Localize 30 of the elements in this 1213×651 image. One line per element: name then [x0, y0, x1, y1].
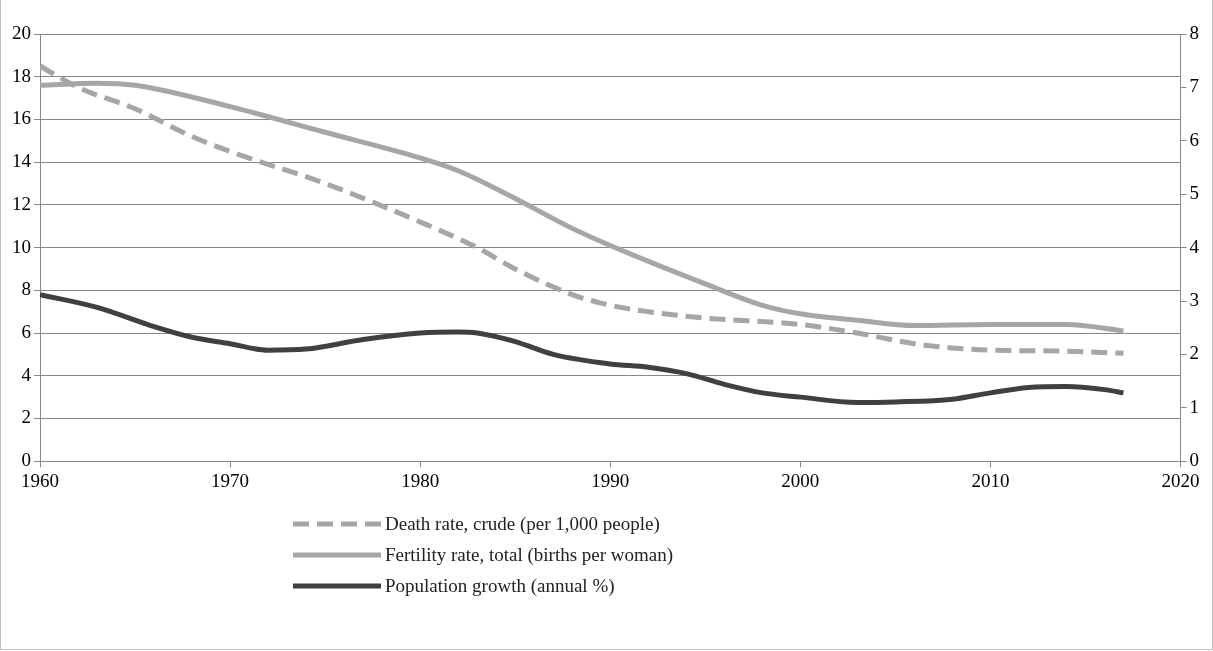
y-tick-label: 4 — [21, 363, 32, 385]
y2-tick-label: 6 — [1189, 128, 1199, 150]
x-tick-label: 2010 — [971, 469, 1010, 491]
x-tick-label: 1970 — [211, 469, 250, 491]
y-tick-label: 10 — [12, 235, 31, 257]
y-tick-label: 16 — [12, 107, 31, 129]
y2-tick-label: 7 — [1189, 75, 1199, 97]
y2-tick-label: 1 — [1189, 395, 1199, 417]
x-tick-label: 1980 — [401, 469, 440, 491]
y-tick-label: 8 — [21, 278, 31, 300]
y2-tick-label: 2 — [1189, 342, 1199, 364]
y-tick-label: 12 — [12, 192, 31, 214]
y-tick-label: 18 — [12, 64, 31, 86]
y2-tick-label: 0 — [1189, 449, 1199, 471]
x-tick-label: 2020 — [1161, 469, 1200, 491]
y2-tick-label: 3 — [1189, 288, 1199, 310]
y-tick-label: 6 — [21, 321, 31, 343]
y2-tick-label: 5 — [1189, 182, 1199, 204]
legend-label: Death rate, crude (per 1,000 people) — [385, 512, 660, 535]
x-tick-label: 1990 — [591, 469, 630, 491]
legend-label: Fertility rate, total (births per woman) — [385, 543, 674, 566]
y-tick-label: 14 — [12, 150, 32, 172]
legend-label: Population growth (annual %) — [385, 574, 615, 597]
y2-tick-label: 4 — [1189, 235, 1200, 257]
x-tick-label: 1960 — [21, 469, 59, 491]
x-tick-label: 2000 — [781, 469, 820, 491]
y-tick-label: 20 — [12, 21, 31, 43]
y2-tick-label: 8 — [1189, 21, 1199, 43]
y-tick-label: 2 — [21, 406, 31, 428]
y-tick-label: 0 — [21, 449, 31, 471]
